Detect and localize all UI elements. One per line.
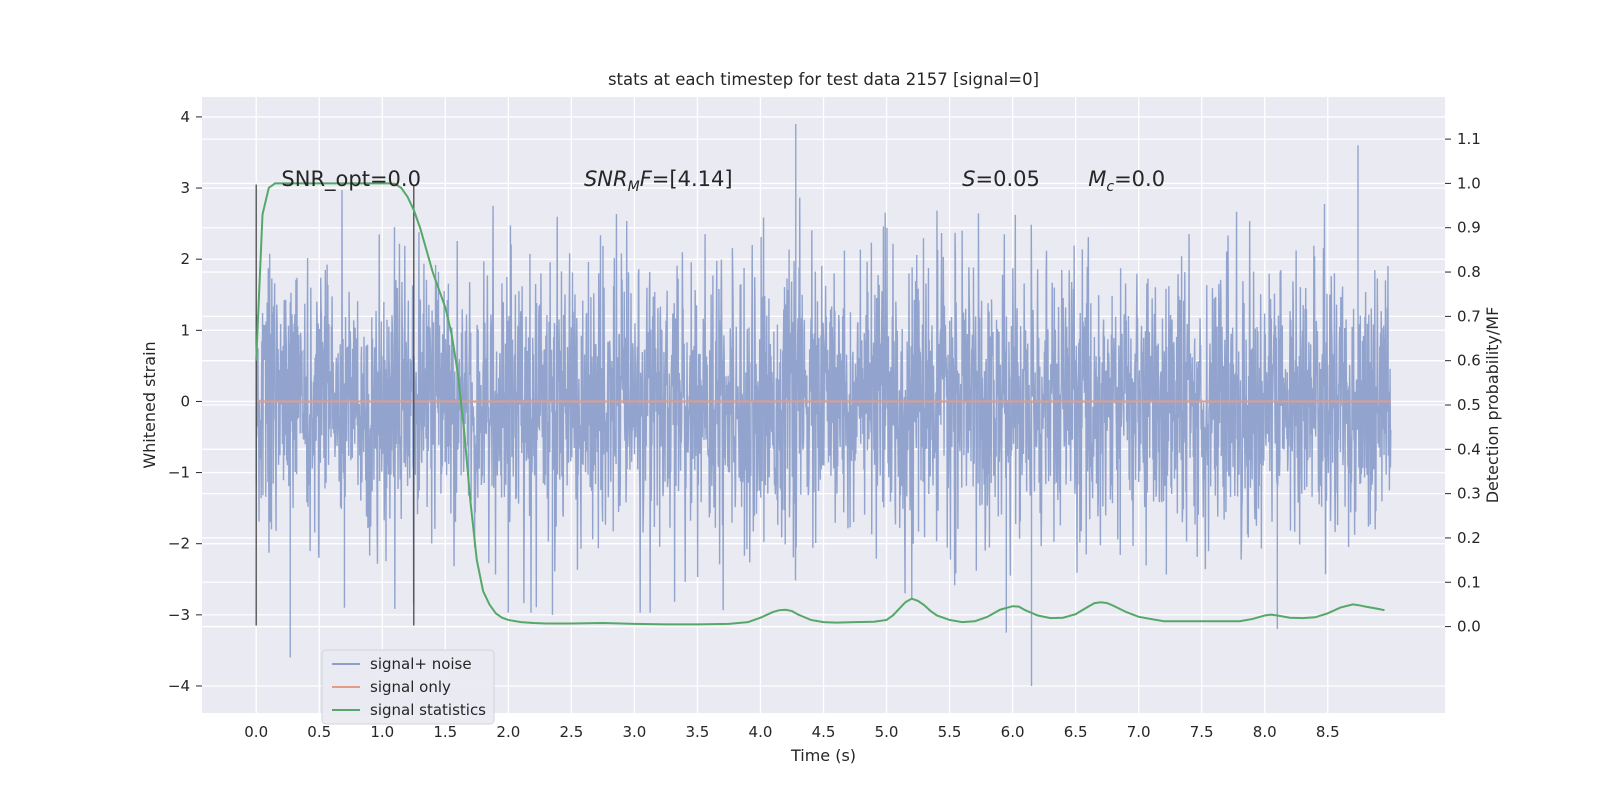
legend-label: signal only — [370, 678, 451, 696]
y2-tick-label: 1.0 — [1457, 174, 1481, 192]
annotation-italic: F — [640, 167, 653, 191]
y-tick-label: 4 — [180, 108, 190, 126]
legend-box — [321, 649, 495, 725]
y2-tick-label: 0.2 — [1457, 529, 1481, 547]
x-tick-label: 2.0 — [496, 723, 520, 741]
x-tick-label: 5.5 — [938, 723, 962, 741]
x-tick-label: 5.0 — [875, 723, 899, 741]
legend-label: signal statistics — [370, 701, 486, 719]
annotation-text: Mc=0.0 — [1088, 167, 1165, 195]
y2-tick-label: 0.3 — [1457, 485, 1481, 503]
y2-tick-label: 0.5 — [1457, 396, 1481, 414]
y2-tick-label: 0.1 — [1457, 573, 1481, 591]
x-tick-label: 4.5 — [812, 723, 836, 741]
x-axis-title: Time (s) — [790, 746, 856, 765]
x-tick-label: 3.0 — [622, 723, 646, 741]
y-tick-label: 0 — [180, 392, 190, 410]
annotations-layer: SNR_opt=0.0 SNRMF=[4.14] S=0.05 Mc=0.0 — [281, 167, 1165, 195]
annotation-value: =[4.14] — [652, 167, 733, 191]
noise-layer — [255, 124, 1392, 686]
legend: signal+ noise signal only signal statistic… — [321, 649, 495, 725]
y2-tick-label: 0.6 — [1457, 352, 1481, 370]
y-tick-label: −1 — [168, 464, 190, 482]
y-axis-title: Whitened strain — [140, 341, 159, 468]
y2-axis: 1.1 1.0 0.9 0.8 0.7 0.6 0.5 0.4 0.3 0.2 0.1 0.0 — [1445, 130, 1481, 636]
x-tick-label: 3.5 — [686, 723, 710, 741]
y2-tick-label: 0.8 — [1457, 263, 1481, 281]
chart-title: stats at each timestep for test data 215… — [608, 70, 1039, 89]
y-axis: 4 3 2 1 0 −1 −2 −3 −4 — [168, 108, 202, 695]
x-tick-label: 7.5 — [1190, 723, 1214, 741]
annotation-subscript: c — [1106, 179, 1114, 195]
y-tick-label: 3 — [180, 179, 190, 197]
annotation-text: SNRMF=[4.14] — [584, 167, 733, 195]
signal-statistics-line — [255, 182, 1385, 626]
annotation-italic: SNR — [584, 167, 628, 191]
x-tick-label: 6.0 — [1001, 723, 1025, 741]
annotation-italic: S — [962, 167, 975, 191]
x-tick-label: 1.5 — [433, 723, 457, 741]
signal-noise-trace — [255, 124, 1392, 686]
lines-layer — [255, 182, 1391, 626]
y2-axis-title: Detection probability/MF — [1483, 307, 1502, 504]
annotation-value: =0.05 — [976, 167, 1040, 191]
annotation-value: =0.0 — [1114, 167, 1165, 191]
annotation-italic: M — [1088, 167, 1106, 191]
y-tick-label: −3 — [168, 606, 190, 624]
x-axis: 0.0 0.5 1.0 1.5 2.0 2.5 3.0 3.5 4.0 4.5 5.0 5.5 6.0 6… — [244, 723, 1339, 741]
y2-tick-label: 0.0 — [1457, 618, 1481, 636]
y2-tick-label: 0.9 — [1457, 219, 1481, 237]
y-tick-label: −2 — [168, 535, 190, 553]
x-tick-label: 2.5 — [559, 723, 583, 741]
annotation-text: S=0.05 — [962, 167, 1040, 191]
x-tick-label: 0.5 — [307, 723, 331, 741]
annotation-text: SNR_opt=0.0 — [281, 167, 421, 192]
x-tick-label: 1.0 — [370, 723, 394, 741]
x-tick-label: 8.0 — [1253, 723, 1277, 741]
x-tick-label: 6.5 — [1064, 723, 1088, 741]
legend-label: signal+ noise — [370, 655, 472, 673]
x-tick-label: 7.0 — [1127, 723, 1151, 741]
y2-tick-label: 0.4 — [1457, 440, 1481, 458]
y2-tick-label: 1.1 — [1457, 130, 1481, 148]
x-tick-label: 0.0 — [244, 723, 268, 741]
annotation-subscript: M — [628, 179, 640, 195]
y2-tick-label: 0.7 — [1457, 307, 1481, 325]
y-tick-label: 2 — [180, 250, 190, 268]
x-tick-label: 8.5 — [1316, 723, 1340, 741]
y-tick-label: 1 — [180, 321, 190, 339]
y-tick-label: −4 — [168, 677, 190, 695]
x-tick-label: 4.0 — [749, 723, 773, 741]
